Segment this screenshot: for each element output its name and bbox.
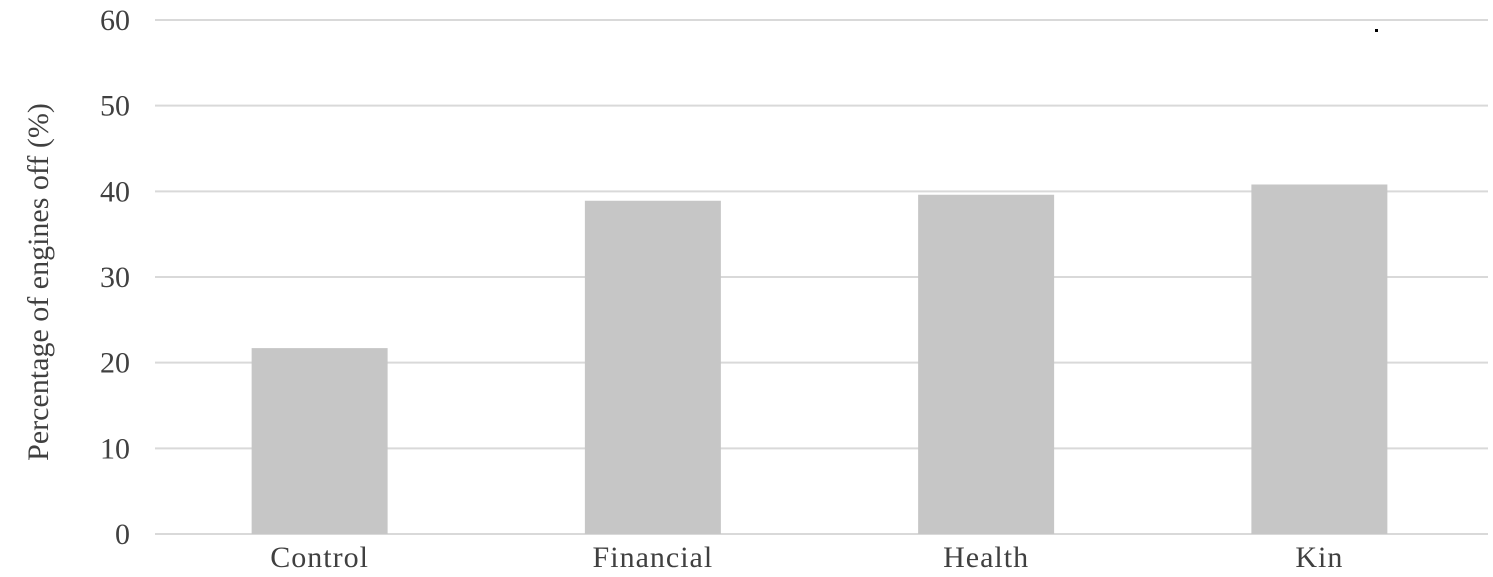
y-axis-ticks: 0 10 20 30 40 50 60 xyxy=(100,4,130,551)
bar-financial xyxy=(584,200,721,535)
x-axis-categories: Control Financial Health Kin xyxy=(270,541,1343,574)
y-tick-label: 20 xyxy=(100,347,130,380)
bar-health xyxy=(918,194,1055,534)
y-tick-label: 60 xyxy=(100,4,130,37)
y-axis-title: Percentage of engines off (%) xyxy=(22,103,55,461)
y-tick-label: 0 xyxy=(115,518,130,551)
bars xyxy=(251,184,1388,535)
x-category-label: Kin xyxy=(1295,541,1343,574)
x-category-label: Financial xyxy=(593,541,714,574)
bar-kin xyxy=(1251,184,1388,535)
bar-control xyxy=(251,348,388,534)
x-category-label: Control xyxy=(270,541,369,574)
x-category-label: Health xyxy=(943,541,1029,574)
stray-mark xyxy=(1375,29,1378,32)
y-tick-label: 40 xyxy=(100,175,130,208)
y-tick-label: 10 xyxy=(100,432,130,465)
y-tick-label: 50 xyxy=(100,90,130,123)
y-tick-label: 30 xyxy=(100,261,130,294)
